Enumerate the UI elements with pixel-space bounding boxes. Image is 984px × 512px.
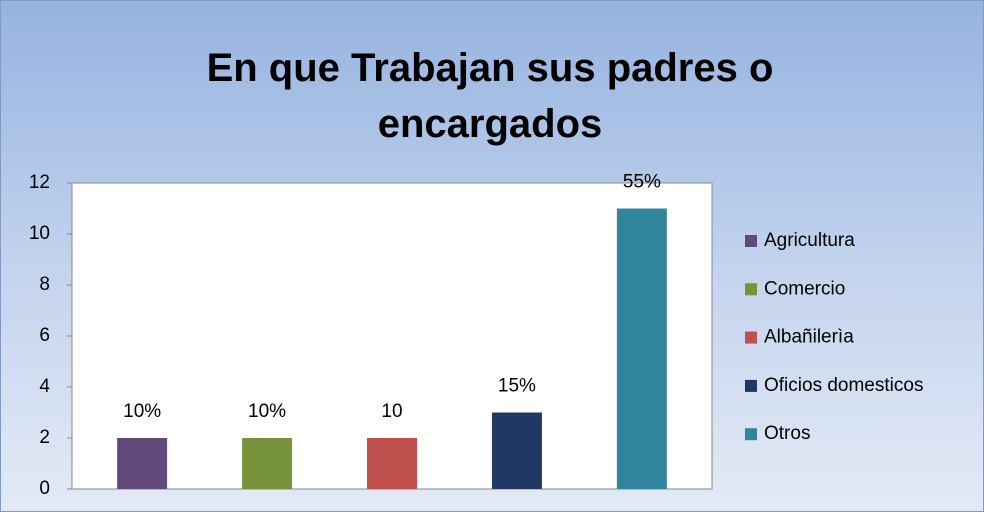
- bar: [367, 438, 417, 489]
- legend-label: Agricultura: [764, 230, 855, 251]
- y-tick-label: 2: [39, 427, 50, 448]
- chart-title: En que Trabajan sus padres o encargados: [206, 46, 774, 146]
- y-tick-label: 4: [39, 376, 50, 397]
- y-tick-label: 10: [29, 223, 50, 244]
- y-tick-label: 0: [39, 478, 50, 499]
- bar: [242, 438, 293, 489]
- y-tick-label: 6: [39, 325, 50, 346]
- bar: [117, 438, 168, 489]
- bar: [491, 412, 542, 489]
- legend-swatch: [745, 428, 757, 441]
- legend-label: Albañilerìa: [764, 327, 854, 348]
- legend-swatch: [745, 283, 757, 296]
- y-tick-label: 8: [39, 274, 50, 295]
- data-label: 15%: [498, 376, 536, 397]
- legend-swatch: [745, 379, 757, 392]
- legend-swatch: [745, 331, 757, 344]
- y-tick-label: 12: [29, 172, 50, 193]
- legend-label: Oficios domesticos: [764, 375, 923, 396]
- data-label: 10%: [248, 401, 286, 422]
- legend-label: Otros: [764, 423, 810, 444]
- data-label: 10%: [123, 401, 161, 422]
- data-label: 55%: [623, 172, 661, 193]
- legend-swatch: [745, 235, 757, 247]
- bar: [616, 208, 667, 489]
- data-label: 10: [381, 401, 402, 422]
- legend-label: Comercio: [764, 278, 845, 299]
